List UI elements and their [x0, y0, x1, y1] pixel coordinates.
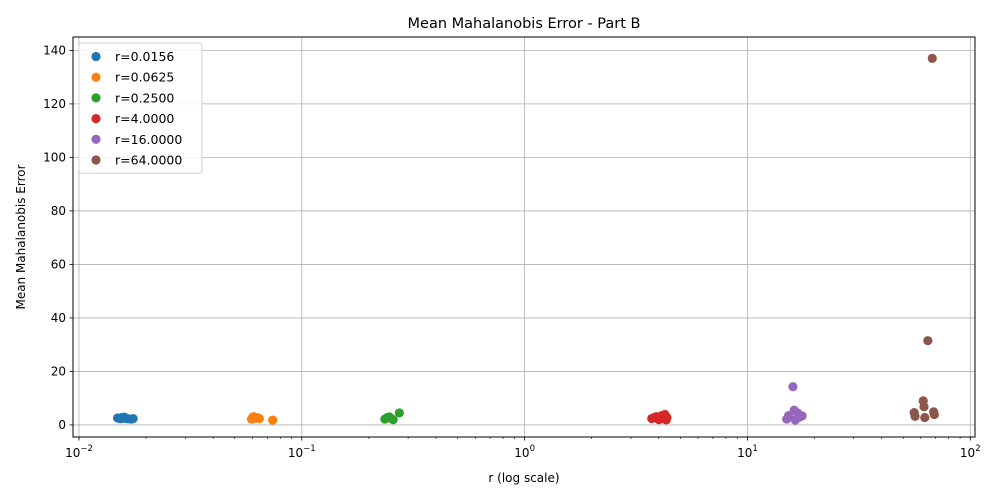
data-point	[910, 411, 920, 421]
data-point	[128, 413, 138, 424]
data-point	[268, 415, 278, 425]
data-point	[662, 412, 672, 423]
legend-label: r=16.0000	[115, 132, 182, 147]
legend-label: r=0.0625	[115, 70, 174, 85]
grid-layer	[73, 37, 975, 437]
y-tick-label: 0	[58, 418, 66, 432]
x-tick-label: 101	[737, 444, 758, 460]
legend-box	[78, 42, 203, 174]
legend-label: r=4.0000	[115, 111, 174, 126]
y-tick-label: 120	[43, 97, 66, 111]
legend-marker	[91, 51, 101, 62]
y-tick-label: 140	[43, 44, 66, 58]
y-tick-label: 60	[51, 258, 66, 272]
data-point	[394, 408, 404, 418]
legend-marker	[91, 72, 101, 82]
y-tick-label: 80	[51, 204, 66, 218]
legend: r=0.0156 r=0.0625 r=0.2500 r=4.0000 r=16.000…	[78, 42, 203, 174]
legend-marker	[91, 155, 101, 165]
points-layer	[112, 53, 939, 425]
legend-marker	[91, 93, 101, 103]
series-r=4.0000	[647, 409, 672, 425]
x-tick-label: 102	[960, 444, 981, 460]
data-point	[923, 336, 933, 346]
chart-title: Mean Mahalanobis Error - Part B	[408, 16, 641, 32]
x-tick-label: 100	[514, 444, 535, 460]
series-r=0.2500	[380, 408, 404, 425]
ticks-layer: 10−2 10−1 100 101 102 0 20 40 60 80 100 120 140	[43, 44, 981, 460]
data-point	[927, 53, 937, 64]
x-tick-label: 10−2	[65, 444, 93, 460]
series-r=0.0625	[246, 412, 278, 425]
x-tick-label: 10−1	[288, 444, 316, 460]
plot-frame	[72, 36, 976, 438]
series-r=16.0000	[782, 382, 807, 425]
legend-label: r=0.2500	[115, 90, 174, 105]
x-axis-label: r (log scale)	[488, 471, 559, 485]
data-point	[388, 415, 398, 425]
data-point	[788, 382, 798, 392]
legend-marker	[91, 134, 101, 144]
data-point	[919, 402, 929, 412]
data-point	[920, 412, 930, 423]
legend-label: r=0.0156	[115, 49, 174, 64]
data-point	[797, 411, 807, 421]
y-tick-label: 100	[43, 151, 66, 165]
y-axis-label: Mean Mahalanobis Error	[14, 164, 28, 309]
y-tick-label: 40	[51, 311, 66, 325]
data-point	[929, 409, 939, 420]
legend-marker	[91, 114, 101, 124]
data-point	[254, 413, 264, 424]
y-tick-label: 20	[51, 365, 66, 379]
legend-label: r=64.0000	[115, 153, 182, 168]
series-r=0.0156	[112, 412, 138, 424]
series-r=64.0000	[909, 53, 939, 423]
